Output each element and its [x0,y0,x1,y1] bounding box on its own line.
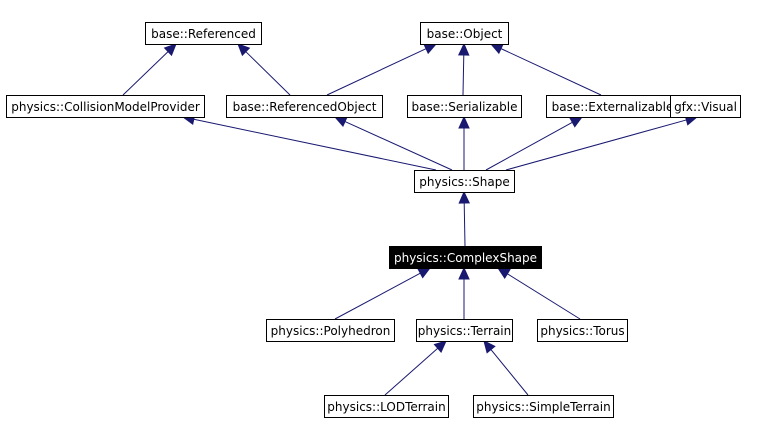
edge-line [193,118,437,171]
edge-line [507,273,581,320]
inheritance-edge-shape-to-collision [181,113,437,171]
class-node-complex: physics::ComplexShape [389,246,542,269]
class-node-simple[interactable]: physics::SimpleTerrain [473,395,614,418]
class-node-shape[interactable]: physics::Shape [414,170,515,193]
class-label: base::Referenced [151,27,256,41]
class-label: physics::Polyhedron [271,324,391,338]
class-box [670,95,741,118]
arrowhead-icon [496,267,511,279]
edge-line [122,51,169,96]
inheritance-edge-complex-to-shape [458,190,470,247]
class-box [416,319,513,342]
inheritance-edge-torus-to-complex [496,267,581,320]
arrowhead-icon [423,43,438,55]
inheritance-edge-shape-to-serializable [458,115,470,170]
class-node-externalizable[interactable]: base::Externalizable [546,95,679,118]
arrowhead-icon [458,190,470,204]
class-node-lod[interactable]: physics::LODTerrain [324,395,449,418]
class-node-refobj[interactable]: base::ReferencedObject [226,95,383,118]
arrowhead-icon [483,340,496,354]
inheritance-edge-lod-to-terrain [384,340,447,396]
class-label: base::Externalizable [552,100,674,114]
arrowhead-icon [458,266,470,280]
class-box [266,319,395,342]
class-box [226,95,383,118]
class-label: gfx::Visual [674,100,737,114]
arrowhead-icon [433,340,447,353]
class-label: physics::ComplexShape [394,251,537,265]
class-node-terrain[interactable]: physics::Terrain [416,319,513,342]
edge-line [500,48,602,96]
inheritance-edge-externalizable-to-object [489,43,602,96]
class-node-polyhedron[interactable]: physics::Polyhedron [266,319,395,342]
arrowhead-icon [333,116,348,128]
edge-line [505,119,687,171]
edge-line [326,48,427,96]
class-box [389,246,542,269]
inheritance-edge-collision-to-referenced [122,43,177,96]
class-label: base::Object [427,27,503,41]
class-node-collision[interactable]: physics::CollisionModelProvider [6,95,205,118]
edge-line [485,121,573,171]
arrowhead-icon [163,43,177,57]
class-box [420,22,509,45]
arrowhead-icon [417,267,432,279]
edge-layer [122,42,699,396]
class-box [537,319,628,342]
class-node-referenced[interactable]: base::Referenced [145,22,262,45]
arrowhead-icon [489,43,504,55]
edge-line [245,51,291,96]
edge-line [462,54,465,96]
class-label: physics::Torus [540,324,624,338]
edge-line [490,349,529,396]
edge-line [384,347,439,396]
class-node-torus[interactable]: physics::Torus [537,319,628,342]
inheritance-edge-shape-to-refobj [333,116,453,171]
inheritance-edge-refobj-to-referenced [237,43,291,96]
inheritance-edge-serializable-to-object [457,42,470,96]
class-node-object[interactable]: base::Object [420,22,509,45]
inheritance-edge-terrain-to-complex [458,266,470,319]
class-node-serializable[interactable]: base::Serializable [407,95,522,118]
node-layer: base::Referenced base::Objectphysics::Col… [6,22,741,418]
class-label: physics::LODTerrain [327,400,445,414]
inheritance-edge-refobj-to-object [326,43,438,96]
class-label: physics::Shape [419,175,509,189]
arrowhead-icon [458,115,470,129]
class-label: physics::SimpleTerrain [476,400,610,414]
class-box [324,395,449,418]
class-label: physics::CollisionModelProvider [11,100,200,114]
arrowhead-icon [237,43,251,57]
class-box [473,395,614,418]
arrowhead-icon [569,116,584,128]
class-node-visual[interactable]: gfx::Visual [670,95,741,118]
class-label: base::ReferencedObject [233,100,377,114]
inheritance-edge-shape-to-visual [505,114,699,171]
edge-line [334,272,421,320]
arrowhead-icon [457,42,470,56]
inheritance-edge-simple-to-terrain [483,340,529,396]
class-box [145,22,262,45]
edge-line [463,202,466,247]
edge-line [344,121,453,171]
class-box [414,170,515,193]
class-label: base::Serializable [412,100,518,114]
class-label: physics::Terrain [418,324,511,338]
inheritance-edge-polyhedron-to-complex [334,267,432,320]
class-box [6,95,205,118]
class-box [407,95,522,118]
